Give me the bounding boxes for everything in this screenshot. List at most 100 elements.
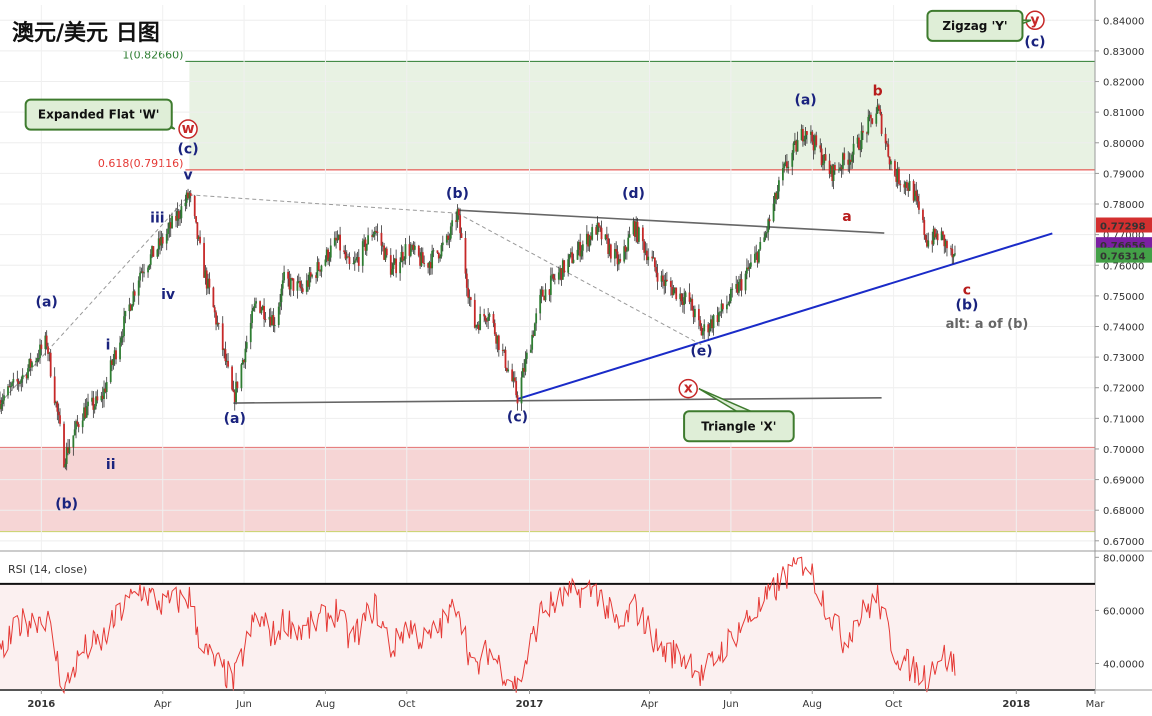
candle-body [353, 260, 356, 264]
candle-body [8, 386, 11, 388]
wave-label: iii [150, 210, 164, 226]
wave-label: i [106, 337, 111, 353]
candle-body [271, 315, 273, 326]
candle-body [389, 255, 392, 275]
candle-body [221, 323, 224, 350]
candle-body [739, 279, 742, 282]
candle-body [20, 379, 23, 383]
candle-body [124, 311, 127, 317]
candle-body [515, 381, 518, 396]
candle-body [105, 382, 108, 393]
candle-body [301, 288, 304, 292]
candle-body [96, 396, 99, 401]
candle-body [906, 182, 908, 188]
candle-body [711, 319, 714, 329]
candle-body [922, 209, 924, 221]
candle-body [277, 306, 280, 325]
candle-body [233, 391, 236, 402]
candle-body [272, 315, 275, 326]
x-tick-label: Mar [1086, 699, 1106, 710]
candle-body [81, 420, 84, 428]
candle-body [942, 231, 944, 235]
candle-body [571, 252, 574, 263]
candle-body [756, 252, 759, 263]
candle-body [48, 352, 51, 354]
candle-body [27, 368, 29, 379]
candle-body [327, 249, 329, 261]
candle-body [112, 359, 115, 366]
candle-body [161, 237, 164, 244]
candle-body [944, 240, 947, 247]
candle-body [412, 244, 415, 250]
candle-body [525, 352, 528, 359]
candle-body [171, 215, 173, 229]
x-tick-label: 2018 [1002, 699, 1030, 710]
candle-body [307, 280, 309, 287]
candle-body [436, 250, 439, 253]
candle-body [401, 251, 404, 261]
candle-body [701, 331, 704, 336]
candle-body [240, 364, 243, 389]
candle-body [40, 344, 43, 350]
candle-body [384, 248, 387, 260]
candle-body [627, 237, 630, 251]
candle-body [632, 221, 635, 235]
candle-body [775, 193, 778, 199]
candle-body [119, 342, 121, 360]
candle-body [505, 367, 508, 372]
candles [0, 98, 956, 471]
candle-body [886, 143, 888, 145]
candle-body [140, 271, 143, 273]
candle-body [231, 366, 233, 390]
candle-body [720, 303, 723, 312]
candle-body [167, 228, 169, 234]
candle-body [512, 377, 515, 382]
candle-body [483, 313, 486, 317]
candle-body [68, 447, 71, 454]
candle-body [673, 287, 676, 290]
candle-body [35, 360, 37, 363]
candle-body [175, 215, 177, 221]
candle-body [753, 253, 756, 263]
candle-body [168, 222, 171, 229]
candle-body [305, 280, 308, 292]
fib-label: 1(0.82660) [122, 48, 183, 61]
candle-body [560, 268, 563, 280]
candle-body [113, 350, 116, 360]
candle-body [786, 161, 788, 168]
wave-labels: (a)(b)iiiiiiivv(c)(a)(b)(c)(d)(e)(a)bac(… [36, 10, 1046, 513]
candle-body [860, 130, 863, 150]
candle-body [259, 301, 261, 313]
candle-body [347, 256, 350, 258]
candle-body [838, 169, 840, 171]
candle-body [894, 160, 896, 176]
candle-body [688, 292, 691, 302]
candle-body [887, 144, 890, 157]
candle-body [492, 313, 495, 324]
candle-body [914, 190, 916, 201]
candle-body [822, 163, 824, 166]
candle-body [876, 105, 879, 114]
candle-body [623, 246, 626, 262]
candle-body [3, 395, 5, 401]
candle-body [740, 279, 743, 291]
callout-box [926, 9, 1024, 42]
candle-body [11, 382, 13, 387]
dashed-3 [457, 212, 702, 346]
x-tick-label: Apr [154, 699, 172, 710]
candle-body [635, 221, 638, 237]
candle-body [580, 250, 583, 257]
candle-body [392, 263, 395, 270]
candle-body [689, 298, 692, 302]
candle-body [217, 323, 220, 325]
wave-label: (c) [1024, 34, 1045, 50]
wave-label: ii [106, 457, 116, 473]
candle-body [1, 400, 4, 404]
candle-body [915, 190, 918, 196]
candle-body [932, 228, 935, 245]
candle-body [748, 266, 751, 270]
candle-body [747, 267, 750, 270]
candle-body [300, 287, 303, 289]
candle-body [697, 308, 700, 321]
